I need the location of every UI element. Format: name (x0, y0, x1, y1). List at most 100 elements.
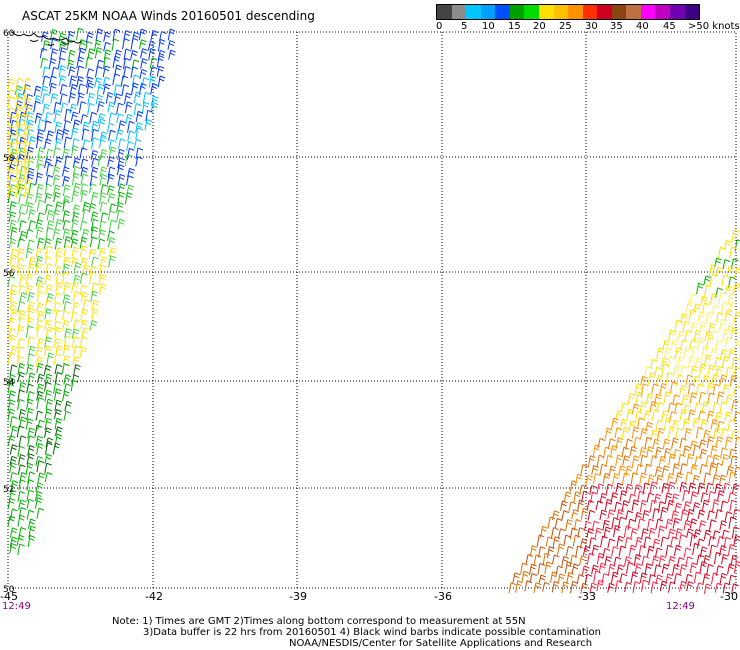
wind-barb (704, 284, 712, 297)
wind-barb (639, 499, 648, 513)
wind-barb (17, 464, 26, 475)
lon-tick-label: -33 (578, 590, 596, 603)
wind-barb (7, 399, 16, 412)
wind-barb (28, 209, 36, 221)
wind-barb (27, 445, 35, 456)
wind-barb (699, 363, 707, 376)
wind-barb (28, 220, 36, 231)
wind-barb (591, 465, 599, 475)
wind-barb (734, 340, 740, 351)
axes-labels: -45 -42 -39 -36 -33 -30 60 58 56 54 52 50 (0, 29, 738, 603)
wind-barb (70, 145, 79, 158)
wind-barb (616, 564, 625, 575)
wind-barb (96, 83, 105, 96)
wind-barb (698, 391, 707, 403)
wind-barb (633, 484, 642, 495)
wind-barb (37, 472, 45, 484)
wind-barb (710, 347, 718, 358)
color-swatch-15 (655, 5, 670, 19)
wind-barb (23, 125, 32, 136)
wind-barb (34, 112, 43, 124)
wind-barb (9, 345, 18, 357)
wind-barb (725, 394, 734, 405)
wind-barb (731, 429, 739, 440)
wind-barb (696, 582, 704, 593)
wind-barb (679, 339, 688, 350)
wind-barb (16, 325, 25, 338)
wind-barb (667, 528, 676, 539)
wind-barb (653, 493, 662, 504)
wind-barb (9, 455, 18, 466)
wind-barb (726, 465, 735, 476)
wind-barb (125, 113, 134, 124)
wind-barb (167, 28, 176, 41)
wind-barb (150, 83, 158, 95)
wind-barb (649, 499, 658, 513)
wind-barb (51, 66, 59, 78)
wind-barb (7, 168, 16, 181)
wind-barb (71, 211, 80, 222)
wind-barb (529, 545, 538, 557)
wind-barb (44, 389, 53, 402)
wind-barb (673, 448, 681, 460)
wind-barb (711, 499, 720, 512)
wind-barb (663, 417, 672, 430)
wind-barb (43, 381, 52, 392)
wind-barb (637, 518, 646, 530)
wind-barb (655, 419, 664, 432)
color-swatch-16 (670, 5, 685, 19)
wind-barb (599, 509, 608, 521)
wind-barb (675, 472, 684, 484)
wind-barb (95, 28, 104, 41)
wind-barb (26, 398, 34, 410)
wind-barb (54, 371, 63, 384)
wind-barb (563, 491, 572, 502)
wind-barb (44, 462, 52, 474)
wind-barb (55, 282, 63, 293)
wind-barb (59, 93, 68, 104)
wind-barb (641, 555, 650, 566)
wind-barb (9, 264, 18, 276)
wind-barb (55, 247, 63, 258)
wind-barb (122, 57, 131, 70)
wind-barb (59, 84, 68, 95)
wind-barb (648, 574, 656, 586)
wind-barb (545, 536, 554, 547)
wind-barb (707, 364, 716, 376)
wind-barb (704, 330, 713, 341)
wind-barb (73, 364, 81, 376)
wind-barb (644, 563, 653, 576)
wind-barb (715, 462, 723, 475)
wind-barb (679, 384, 688, 395)
wind-barb (37, 337, 45, 348)
wind-barb (76, 76, 84, 88)
wind-barb (669, 411, 677, 422)
wind-barb (25, 325, 34, 338)
wind-barb (78, 101, 87, 114)
wind-barb (15, 106, 24, 118)
wind-barb (108, 255, 116, 268)
wind-barb (636, 417, 645, 430)
wind-barb (717, 246, 726, 259)
note-line-3: NOAA/NESDIS/Center for Satellite Applica… (289, 638, 593, 649)
wind-barb (94, 47, 103, 59)
wind-barb (86, 82, 95, 95)
wind-barb (37, 118, 46, 131)
wind-barb (555, 565, 564, 576)
wind-barb (94, 77, 102, 88)
wind-barb (66, 59, 75, 70)
wind-barb (135, 122, 143, 134)
wind-barb (71, 172, 80, 186)
wind-barb (26, 489, 35, 502)
color-swatch-2 (466, 5, 481, 19)
wind-barb (9, 416, 18, 428)
wind-barb (37, 281, 45, 293)
wind-barb (15, 152, 24, 163)
wind-barb (98, 136, 107, 149)
wind-barb (554, 518, 563, 529)
wind-barb (15, 96, 24, 109)
wind-barb (722, 582, 731, 594)
wind-barb (591, 564, 599, 575)
wind-barb (63, 301, 72, 311)
wind-barb (564, 561, 573, 574)
